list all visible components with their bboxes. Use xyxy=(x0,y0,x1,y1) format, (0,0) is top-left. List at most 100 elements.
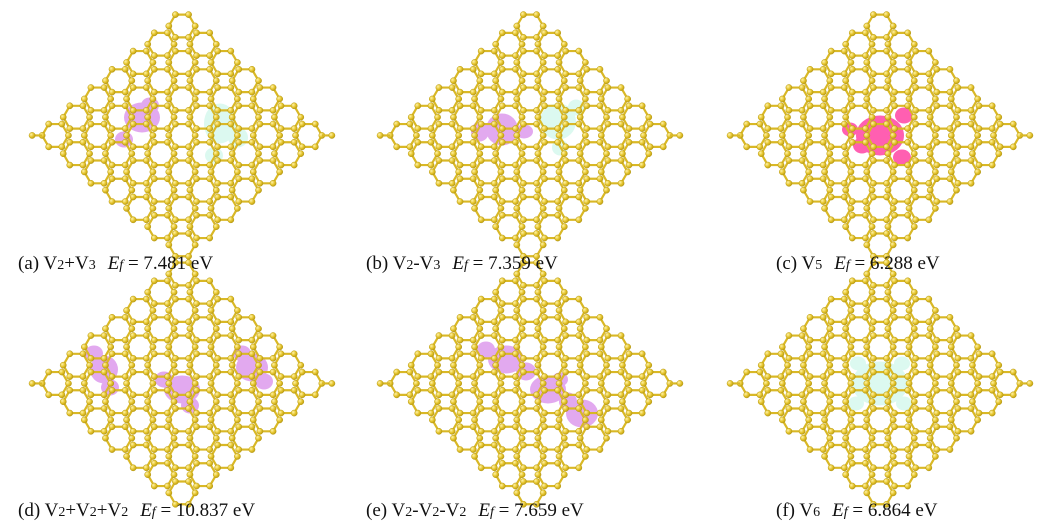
carbon-atom xyxy=(164,138,171,146)
carbon-atom xyxy=(603,150,610,158)
carbon-atom xyxy=(925,318,933,326)
carbon-atom xyxy=(490,120,498,128)
carbon-atom xyxy=(554,102,562,110)
carbon-atom xyxy=(891,300,898,307)
carbon-atom xyxy=(290,373,298,380)
carbon-atom xyxy=(625,373,633,380)
carbon-atom xyxy=(513,416,521,424)
carbon-atom xyxy=(848,234,856,242)
carbon-atom xyxy=(541,102,548,110)
carbon-atom xyxy=(891,52,898,59)
carbon-atom xyxy=(142,157,150,164)
carbon-atom xyxy=(848,373,856,380)
carbon-atom xyxy=(827,441,835,449)
carbon-atom xyxy=(435,391,443,399)
carbon-atom xyxy=(427,161,435,169)
carbon-atom xyxy=(764,409,772,417)
carbon-atom xyxy=(862,373,869,380)
carbon-atom xyxy=(953,325,960,333)
carbon-atom xyxy=(186,77,194,85)
carbon-atom xyxy=(806,88,814,96)
carbon-atom xyxy=(520,193,527,201)
carbon-atom xyxy=(925,391,933,399)
carbon-atom xyxy=(988,373,996,380)
carbon-atom xyxy=(100,179,108,187)
carbon-atom xyxy=(954,355,962,362)
carbon-atom xyxy=(757,398,765,406)
carbon-atom xyxy=(534,398,542,406)
carbon-atom xyxy=(539,95,547,103)
carbon-atom xyxy=(193,423,200,431)
carbon-atom xyxy=(497,168,505,176)
carbon-atom xyxy=(193,373,200,380)
carbon-atom xyxy=(583,386,591,394)
carbon-atom xyxy=(926,434,934,442)
carbon-atom xyxy=(912,84,920,91)
carbon-atom xyxy=(497,453,505,460)
carbon-atom xyxy=(988,386,996,394)
carbon-atom xyxy=(743,368,751,376)
carbon-atom xyxy=(228,398,236,406)
carbon-atom xyxy=(129,120,137,128)
carbon-atom xyxy=(142,368,150,376)
carbon-atom xyxy=(764,386,772,394)
carbon-atom xyxy=(883,107,890,114)
carbon-atom xyxy=(819,65,827,73)
carbon-atom xyxy=(870,295,877,303)
carbon-atom xyxy=(533,355,540,362)
carbon-atom xyxy=(45,391,53,399)
carbon-atom xyxy=(617,143,625,151)
carbon-atom xyxy=(575,295,583,303)
caption-d-ef: Ef xyxy=(140,500,156,521)
carbon-atom xyxy=(498,88,506,96)
carbon-atom xyxy=(248,409,256,417)
carbon-atom xyxy=(123,416,130,424)
carbon-atom xyxy=(785,368,793,376)
carbon-atom xyxy=(863,132,871,139)
carbon-atom xyxy=(560,186,568,194)
carbon-atom xyxy=(912,70,920,78)
carbon-atom xyxy=(840,332,848,339)
carbon-atom xyxy=(165,22,173,30)
carbon-atom xyxy=(582,307,589,314)
carbon-atom xyxy=(129,355,137,362)
carbon-atom xyxy=(821,307,828,314)
carbon-atom xyxy=(450,434,457,442)
carbon-atom xyxy=(214,441,222,449)
carbon-atom xyxy=(954,120,962,128)
carbon-atom xyxy=(193,211,200,219)
carbon-atom xyxy=(975,350,983,358)
carbon-atom xyxy=(490,318,498,326)
carbon-atom xyxy=(477,332,485,339)
carbon-atom xyxy=(596,409,604,417)
carbon-atom xyxy=(862,29,869,37)
carbon-atom xyxy=(193,88,200,96)
carbon-atom xyxy=(883,216,890,224)
carbon-atom xyxy=(172,282,179,289)
carbon-atom xyxy=(185,464,192,472)
carbon-atom xyxy=(414,125,422,132)
carbon-atom xyxy=(142,405,150,412)
carbon-atom xyxy=(932,95,939,103)
carbon-atom xyxy=(659,143,667,151)
carbon-atom xyxy=(953,77,960,85)
carbon-atom xyxy=(624,343,631,351)
carbon-atom xyxy=(862,409,869,417)
carbon-atom xyxy=(932,132,939,139)
carbon-atom xyxy=(533,230,540,237)
carbon-atom xyxy=(596,350,604,358)
carbon-atom xyxy=(862,88,869,96)
carbon-atom xyxy=(933,336,941,344)
carbon-atom xyxy=(172,441,179,449)
carbon-atom xyxy=(891,482,898,490)
carbon-atom xyxy=(925,179,933,187)
carbon-atom xyxy=(256,120,264,128)
carbon-atom xyxy=(269,368,277,376)
carbon-atom xyxy=(469,161,477,169)
carbon-atom xyxy=(256,107,264,114)
carbon-atom xyxy=(541,198,548,205)
carbon-atom xyxy=(150,125,158,132)
carbon-atom xyxy=(448,368,456,376)
caption-d-label: (d) xyxy=(18,500,41,521)
caption-f-value: = 6.864 eV xyxy=(852,500,938,521)
